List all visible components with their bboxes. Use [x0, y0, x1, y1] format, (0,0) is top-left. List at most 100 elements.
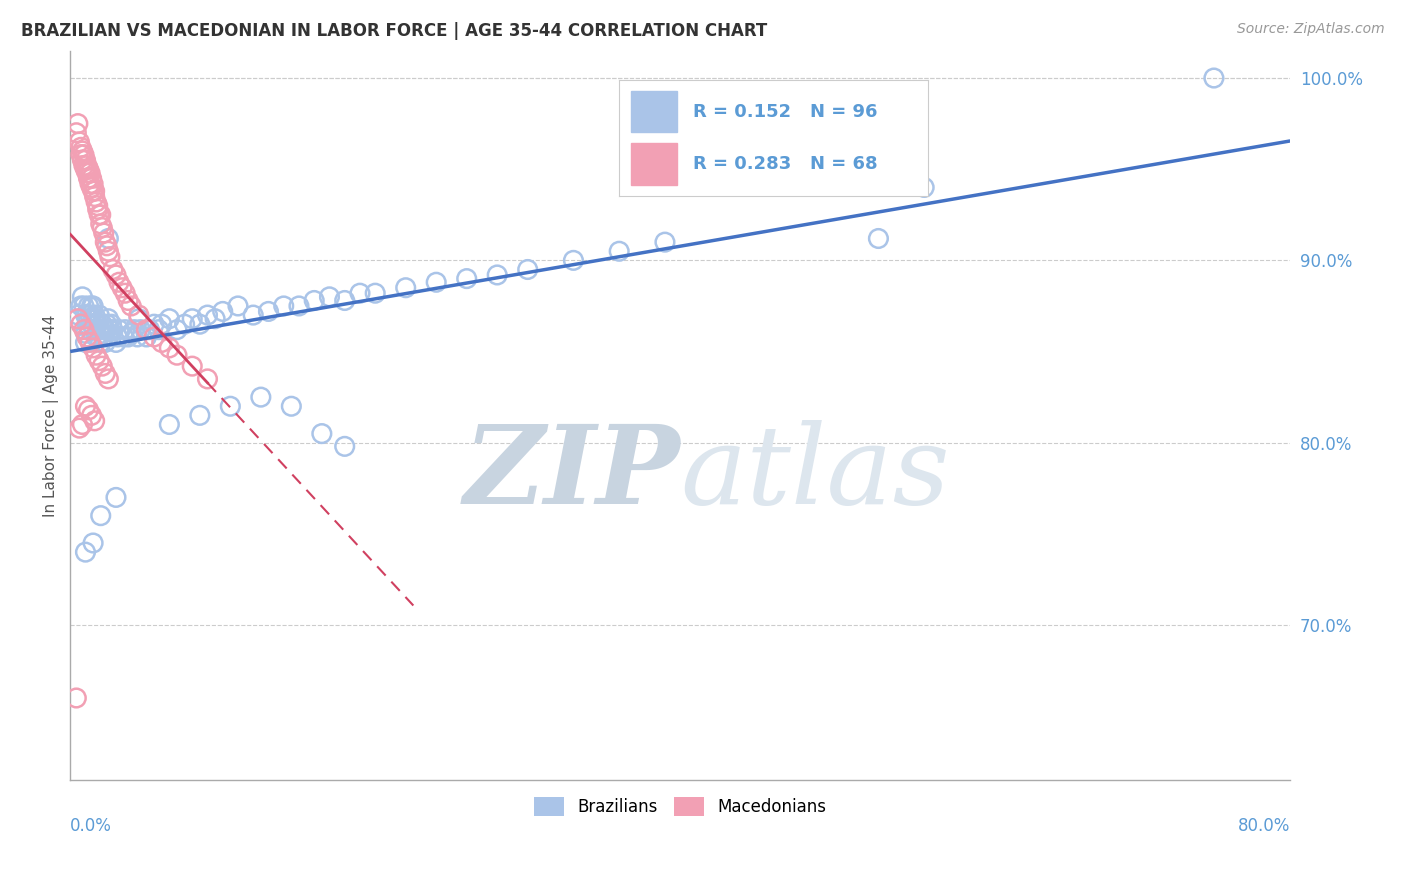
- Point: [66, 117, 89, 131]
- Text: ZIP: ZIP: [464, 420, 681, 527]
- Point: [86, 317, 108, 331]
- Point: [76, 330, 98, 344]
- Point: [98, 323, 121, 337]
- Text: 80.0%: 80.0%: [1237, 816, 1291, 835]
- Point: [127, 330, 149, 344]
- Point: [83, 184, 105, 198]
- Point: [80, 299, 103, 313]
- Point: [197, 308, 219, 322]
- Point: [104, 491, 127, 505]
- Point: [311, 426, 333, 441]
- Point: [166, 323, 188, 337]
- Point: [148, 323, 170, 337]
- Point: [82, 536, 104, 550]
- Point: [70, 140, 93, 154]
- Point: [101, 323, 124, 337]
- Point: [456, 271, 478, 285]
- Point: [100, 317, 122, 331]
- Point: [86, 202, 108, 217]
- Point: [157, 311, 180, 326]
- Point: [120, 299, 142, 313]
- Point: [150, 335, 173, 350]
- Point: [97, 231, 120, 245]
- Point: [425, 275, 447, 289]
- Point: [111, 281, 134, 295]
- Point: [333, 439, 356, 453]
- Point: [486, 268, 509, 282]
- Point: [75, 399, 97, 413]
- Point: [181, 311, 204, 326]
- Point: [302, 293, 325, 308]
- Point: [97, 244, 120, 259]
- Point: [90, 323, 112, 337]
- Point: [91, 326, 114, 341]
- Point: [104, 268, 127, 282]
- Point: [79, 308, 101, 322]
- Point: [76, 159, 98, 173]
- Point: [65, 691, 87, 706]
- Point: [654, 235, 676, 249]
- Point: [93, 330, 115, 344]
- Point: [76, 166, 98, 180]
- Point: [70, 317, 93, 331]
- Point: [96, 317, 118, 331]
- Point: [75, 326, 97, 341]
- Point: [82, 341, 104, 355]
- Point: [188, 317, 211, 331]
- Point: [280, 399, 302, 413]
- Bar: [631, 91, 678, 132]
- Point: [135, 323, 157, 337]
- Text: BRAZILIAN VS MACEDONIAN IN LABOR FORCE | AGE 35-44 CORRELATION CHART: BRAZILIAN VS MACEDONIAN IN LABOR FORCE |…: [21, 22, 768, 40]
- Point: [188, 409, 211, 423]
- Point: [108, 275, 131, 289]
- Text: 0.0%: 0.0%: [70, 816, 112, 835]
- Point: [143, 317, 166, 331]
- Text: R = 0.152: R = 0.152: [693, 103, 792, 120]
- Point: [67, 421, 90, 435]
- Point: [91, 359, 114, 373]
- Text: Source: ZipAtlas.com: Source: ZipAtlas.com: [1237, 22, 1385, 37]
- Point: [70, 147, 93, 161]
- Point: [349, 286, 371, 301]
- Point: [83, 189, 105, 203]
- Point: [117, 293, 139, 308]
- Point: [128, 311, 150, 326]
- Point: [96, 239, 118, 253]
- Point: [157, 341, 180, 355]
- Point: [84, 311, 107, 326]
- Point: [77, 171, 100, 186]
- Point: [108, 323, 131, 337]
- Point: [83, 323, 105, 337]
- Point: [868, 231, 890, 245]
- Point: [97, 330, 120, 344]
- Point: [79, 335, 101, 350]
- Point: [67, 135, 90, 149]
- Point: [77, 162, 100, 177]
- Point: [257, 304, 280, 318]
- Point: [107, 330, 129, 344]
- Point: [72, 144, 94, 158]
- Point: [112, 330, 135, 344]
- Point: [250, 390, 273, 404]
- Point: [75, 308, 97, 322]
- Legend: Brazilians, Macedonians: Brazilians, Macedonians: [527, 790, 834, 822]
- Point: [72, 153, 94, 167]
- Point: [173, 317, 195, 331]
- Point: [204, 311, 226, 326]
- Point: [101, 262, 124, 277]
- Point: [72, 417, 94, 432]
- Point: [98, 250, 121, 264]
- Point: [93, 323, 115, 337]
- Point: [288, 299, 311, 313]
- Point: [166, 348, 188, 362]
- Point: [66, 308, 89, 322]
- Point: [89, 323, 111, 337]
- Point: [318, 290, 340, 304]
- Point: [79, 166, 101, 180]
- Point: [73, 159, 96, 173]
- Point: [84, 348, 107, 362]
- Point: [82, 184, 104, 198]
- Point: [114, 286, 136, 301]
- Text: N = 68: N = 68: [810, 155, 877, 173]
- Point: [84, 194, 107, 209]
